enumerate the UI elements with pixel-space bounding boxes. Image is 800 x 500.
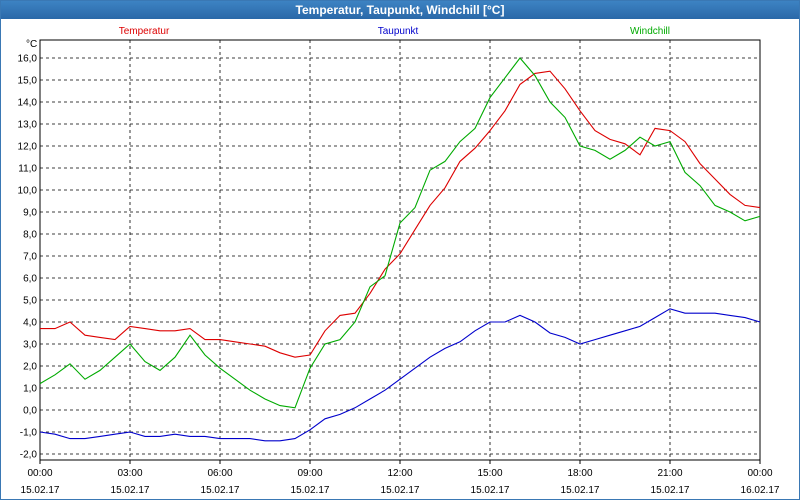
y-tick-label: 11,0 (18, 164, 37, 175)
x-tick-date: 15.02.17 (291, 485, 330, 496)
x-tick-time: 06:00 (207, 468, 232, 479)
y-tick-label: 0,0 (23, 406, 37, 417)
series-line-temperatur (40, 70, 761, 358)
legend-temperatur: Temperatur (119, 26, 170, 37)
y-tick-label: 13,0 (18, 120, 38, 131)
legend-windchill: Windchill (630, 26, 670, 37)
y-tick-label: 15,0 (18, 76, 38, 87)
x-tick-time: 18:00 (567, 468, 592, 479)
y-tick-label: 10,0 (18, 186, 38, 197)
y-axis-unit-label: °C (26, 39, 37, 50)
y-tick-label: 1,0 (23, 384, 37, 395)
x-tick-time: 15:00 (477, 468, 502, 479)
x-tick-time: 12:00 (387, 468, 412, 479)
y-tick-labels: 16,0 15,0 14,0 13,0 12,0 11,0 10,0 9,0 8,0 7,0 6,0… (18, 54, 38, 461)
x-tick-time: 09:00 (297, 468, 322, 479)
x-tick-date: 15.02.17 (21, 485, 60, 496)
y-tick-label: 12,0 (18, 142, 38, 153)
x-tick-date: 16.02.17 (741, 485, 780, 496)
y-tick-label: 14,0 (18, 98, 38, 109)
x-tick-date: 15.02.17 (381, 485, 420, 496)
x-tick-labels: 00:00 15.02.17 03:00 15.02.17 06:00 15.02.17 0… (21, 468, 780, 496)
y-tick-label: 3,0 (23, 340, 37, 351)
y-tick-label: -2,0 (20, 450, 38, 461)
series-line-windchill (39, 57, 761, 409)
legend: Temperatur Taupunkt Windchill (119, 26, 670, 37)
x-tick-date: 15.02.17 (201, 485, 240, 496)
y-tick-label: 9,0 (23, 208, 37, 219)
y-tick-label: 4,0 (23, 318, 37, 329)
x-tick-time: 00:00 (747, 468, 772, 479)
y-tick-label: 2,0 (23, 362, 37, 373)
y-tick-label: 5,0 (23, 296, 37, 307)
x-tick-date: 15.02.17 (651, 485, 690, 496)
series-lines (39, 57, 761, 442)
x-tick-date: 15.02.17 (471, 485, 510, 496)
x-tick-date: 15.02.17 (111, 485, 150, 496)
grid-lines (40, 40, 760, 460)
y-tick-label: 16,0 (18, 54, 38, 65)
x-tick-time: 21:00 (657, 468, 682, 479)
y-tick-label: 6,0 (23, 274, 37, 285)
y-tick-label: -1,0 (20, 428, 38, 439)
axes (39, 39, 761, 464)
x-tick-date: 15.02.17 (561, 485, 600, 496)
x-tick-time: 00:00 (27, 468, 52, 479)
series-line-taupunkt (39, 308, 761, 442)
legend-taupunkt: Taupunkt (378, 26, 419, 37)
x-tick-time: 03:00 (117, 468, 142, 479)
y-tick-label: 8,0 (23, 230, 37, 241)
y-tick-label: 7,0 (23, 252, 37, 263)
chart-title: Temperatur, Taupunkt, Windchill [°C] (1, 1, 799, 19)
